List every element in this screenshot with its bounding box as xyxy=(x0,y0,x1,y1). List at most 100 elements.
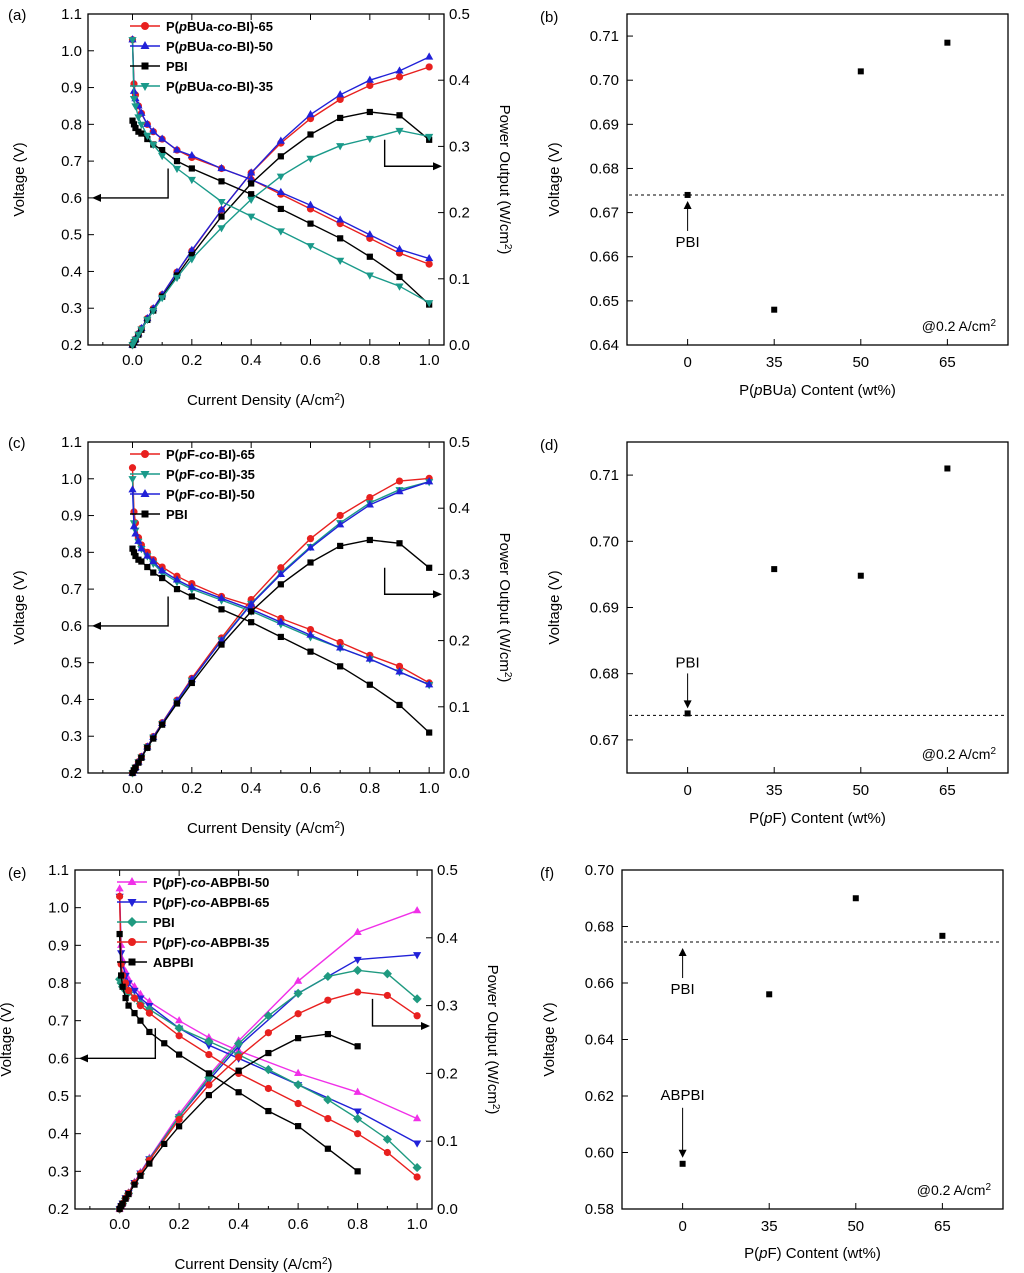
data-point xyxy=(161,1140,168,1148)
y-tick-label: 0.8 xyxy=(61,544,82,561)
right-arrow xyxy=(383,139,434,167)
plot-frame xyxy=(626,441,1009,774)
series-ABPBI xyxy=(116,930,361,1213)
right-arrow-head xyxy=(433,590,442,599)
legend-label: P(pF)-co-ABPBI-35 xyxy=(153,935,269,950)
legend-label: P(pF)-co-ABPBI-50 xyxy=(153,875,269,890)
data-point xyxy=(248,180,255,187)
x-tick-label: 35 xyxy=(766,782,783,799)
data-point xyxy=(119,983,126,990)
data-point xyxy=(174,1023,184,1033)
y-axis-label: Voltage (V) xyxy=(546,142,563,216)
data-point xyxy=(365,230,374,238)
data-point xyxy=(425,253,434,262)
data-point xyxy=(353,927,362,935)
data-point xyxy=(396,112,403,119)
data-point xyxy=(396,540,403,547)
y-tick-label: 0.3 xyxy=(61,300,82,317)
data-point xyxy=(158,566,167,574)
data-point xyxy=(136,995,145,1003)
x-tick-label: 65 xyxy=(939,782,956,799)
y-tick-label: 0.65 xyxy=(590,293,619,310)
data-point xyxy=(149,141,158,150)
data-point xyxy=(234,1038,244,1049)
data-point xyxy=(141,22,149,30)
x-tick-label: 0.0 xyxy=(122,352,143,369)
legend: P(pF)-co-ABPBI-50 P(pF)-co-ABPBI-65 PBI P(p… xyxy=(117,875,269,970)
data-point xyxy=(425,260,433,268)
y-axis-label: Voltage (V) xyxy=(11,570,28,644)
data-point xyxy=(140,41,150,49)
data-point xyxy=(218,178,225,185)
y-tick-label: 0.69 xyxy=(590,116,619,133)
legend-label: PBI xyxy=(153,915,175,930)
data-point xyxy=(128,476,137,484)
data-point xyxy=(354,1130,362,1138)
voltage-line xyxy=(118,933,359,1172)
data-point xyxy=(354,988,362,996)
data-point xyxy=(336,90,345,98)
data-point xyxy=(395,477,404,485)
data-point xyxy=(366,81,374,90)
y-tick-label: 0.5 xyxy=(61,655,82,672)
legend-label: PBI xyxy=(166,507,188,522)
legend-label: P(pF-co-BI)-35 xyxy=(166,467,255,482)
data-point xyxy=(852,895,859,902)
data-point xyxy=(144,563,151,571)
data-point xyxy=(204,1072,214,1083)
data-point xyxy=(264,1084,272,1093)
data-point xyxy=(173,700,181,707)
y2-axis-label: Power Output (W/cm2) xyxy=(496,533,514,683)
power-line xyxy=(131,56,430,346)
data-point xyxy=(143,119,152,127)
x-tick-label: 0.2 xyxy=(181,352,202,369)
x-tick-label: 50 xyxy=(852,782,869,799)
data-point xyxy=(132,764,139,771)
data-point xyxy=(146,1028,153,1036)
data-point xyxy=(425,477,434,485)
data-point xyxy=(134,536,143,544)
y-tick-label: 0.70 xyxy=(590,533,619,550)
y-tick-label: 0.7 xyxy=(61,153,82,170)
data-point xyxy=(115,974,125,984)
data-point xyxy=(293,1080,303,1090)
y-axis-label: Voltage (V) xyxy=(0,1002,15,1076)
data-point xyxy=(235,1053,243,1061)
y-tick-label: 0.2 xyxy=(48,1201,69,1218)
data-point xyxy=(425,680,434,688)
legend-label: P(pBUa-co-BI)-35 xyxy=(166,79,273,94)
y-tick-label: 0.70 xyxy=(585,862,614,879)
data-point xyxy=(353,956,362,965)
data-point xyxy=(140,489,150,497)
annotation-pbi: PBI xyxy=(676,654,700,671)
data-point xyxy=(413,1140,422,1148)
data-point xyxy=(857,68,864,75)
data-point xyxy=(413,1114,422,1122)
data-point xyxy=(128,464,137,472)
data-point xyxy=(150,735,157,742)
y-tick-label: 0.9 xyxy=(61,508,82,525)
chart-panel-c: 0.0 0.2 0.4 0.6 0.8 1.0 0.2 0.3 0.4 0.5 0.6 0.7 0.8 0… xyxy=(8,434,514,837)
data-point xyxy=(132,124,139,132)
data-point xyxy=(143,551,152,559)
condition-note: @0.2 A/cm2 xyxy=(922,746,997,763)
data-point xyxy=(365,75,374,83)
data-point xyxy=(277,633,284,641)
data-point xyxy=(116,930,123,938)
data-point xyxy=(140,471,150,479)
left-arrow xyxy=(85,1028,157,1060)
panel-letter: (b) xyxy=(540,9,558,26)
data-point xyxy=(324,1115,332,1123)
data-point xyxy=(132,552,139,560)
axis-arrows xyxy=(79,998,430,1063)
data-point xyxy=(771,566,778,573)
y-tick-label: 0.9 xyxy=(48,937,69,954)
data-point xyxy=(857,572,864,579)
x-tick-label: 1.0 xyxy=(407,1216,428,1233)
x-tick-label: 0.6 xyxy=(288,1216,309,1233)
data-point xyxy=(395,487,404,495)
y-tick-label: 0.68 xyxy=(590,666,619,683)
data-point xyxy=(353,1114,363,1124)
data-point xyxy=(276,136,285,144)
data-point xyxy=(131,103,140,111)
